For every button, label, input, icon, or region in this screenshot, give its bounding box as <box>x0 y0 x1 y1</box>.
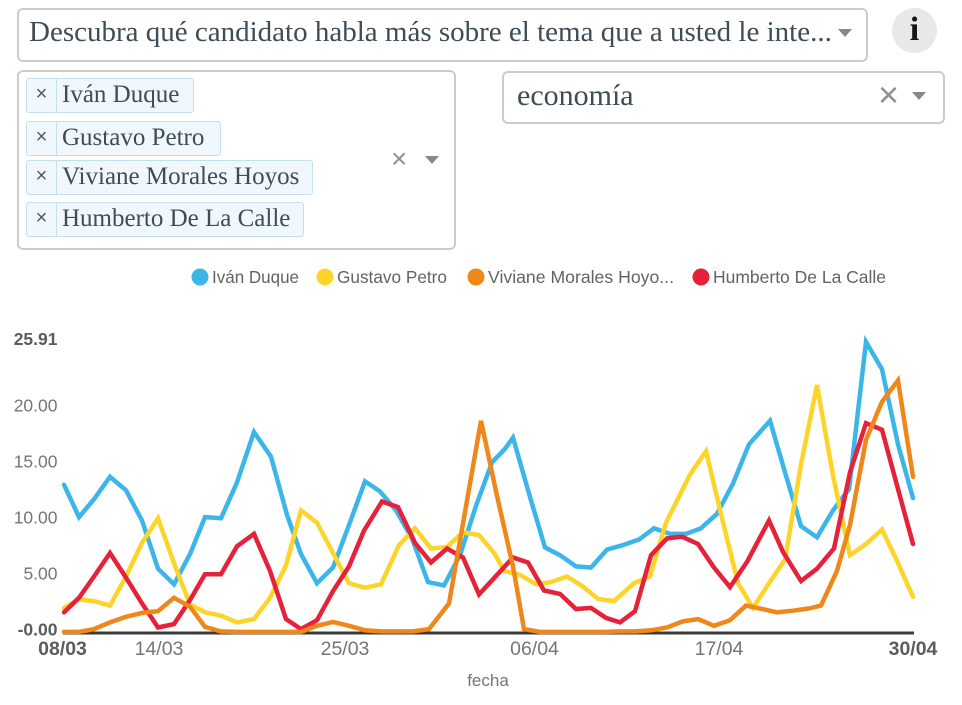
svg-text:Gustavo Petro: Gustavo Petro <box>337 267 447 287</box>
svg-text:fecha: fecha <box>467 671 509 690</box>
svg-text:5.00: 5.00 <box>23 563 57 583</box>
svg-text:06/04: 06/04 <box>510 638 559 660</box>
svg-text:10.00: 10.00 <box>14 507 58 527</box>
svg-text:30/04: 30/04 <box>889 638 938 660</box>
svg-text:Iván Duque: Iván Duque <box>212 267 299 287</box>
svg-text:-0.00: -0.00 <box>18 619 58 639</box>
svg-text:17/04: 17/04 <box>695 638 744 660</box>
svg-text:Viviane Morales Hoyo...: Viviane Morales Hoyo... <box>488 267 674 287</box>
svg-text:Humberto De La Calle: Humberto De La Calle <box>713 267 886 287</box>
svg-text:25/03: 25/03 <box>321 638 370 660</box>
svg-text:20.00: 20.00 <box>14 395 58 415</box>
svg-text:14/03: 14/03 <box>135 638 184 660</box>
svg-text:15.00: 15.00 <box>14 451 58 471</box>
svg-text:08/03: 08/03 <box>38 638 87 660</box>
svg-text:25.91: 25.91 <box>14 329 58 349</box>
